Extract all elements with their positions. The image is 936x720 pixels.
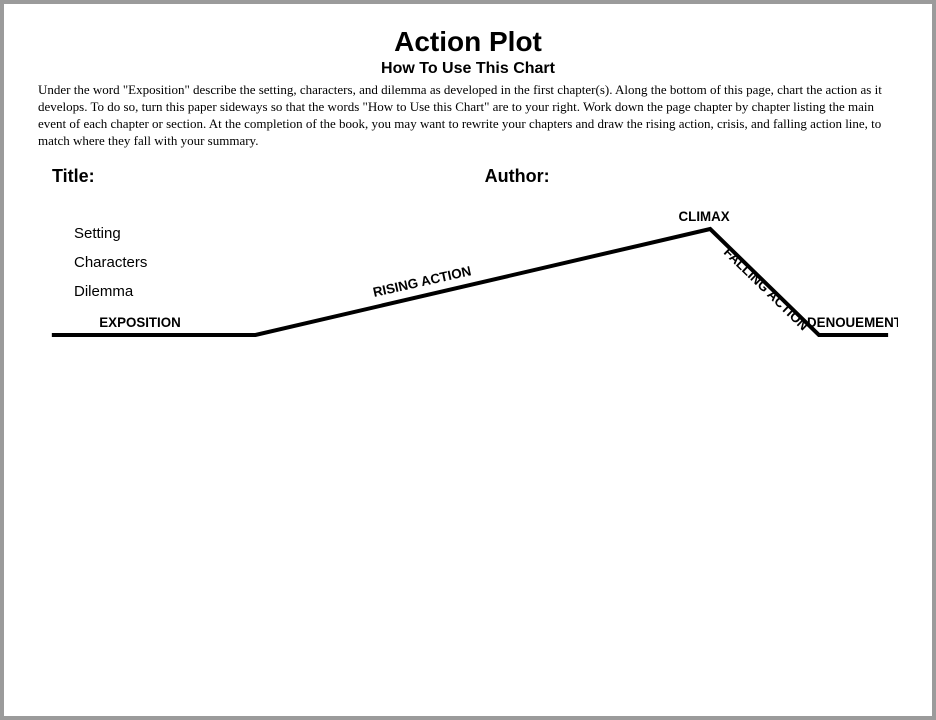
instructions-text: Under the word "Exposition" describe the… [38,82,898,150]
stage-denouement: DENOUEMENT [807,314,898,329]
title-label: Title: [52,166,95,186]
author-label: Author: [485,166,550,186]
stage-climax: CLIMAX [679,208,730,223]
plot-line-svg: EXPOSITION RISING ACTION CLIMAX FALLING … [38,205,898,375]
page-title: Action Plot [38,26,898,58]
stage-exposition: EXPOSITION [99,314,180,329]
stage-falling-action: FALLING ACTION [721,244,811,333]
plot-diagram: Setting Characters Dilemma EXPOSITION RI… [38,205,898,375]
page-subtitle: How To Use This Chart [38,60,898,78]
meta-row: Title: Author: [38,166,898,187]
worksheet-page: Action Plot How To Use This Chart Under … [4,4,932,716]
